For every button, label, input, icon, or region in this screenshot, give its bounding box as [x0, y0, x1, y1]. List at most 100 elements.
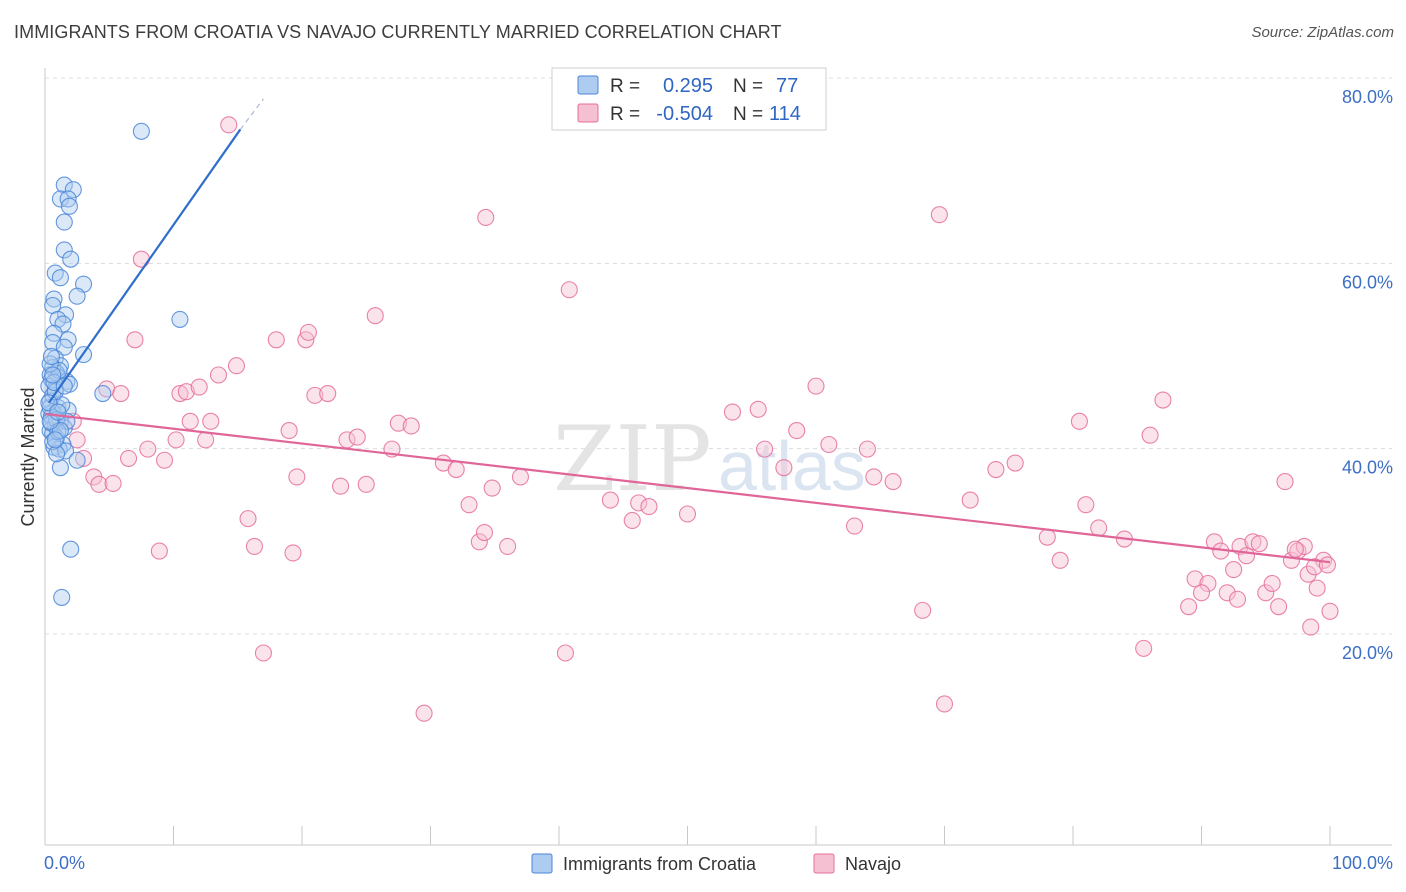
navajo-point — [267, 331, 285, 349]
navajo-point — [987, 460, 1005, 479]
navajo-point — [1321, 602, 1339, 620]
navajo-point — [1228, 590, 1247, 608]
croatia-point — [55, 338, 73, 356]
navajo-point — [723, 403, 742, 421]
axes — [44, 68, 1392, 846]
series-legend-swatch-navajo — [813, 853, 835, 874]
croatia-point — [55, 377, 73, 395]
navajo-point — [1038, 528, 1056, 546]
navajo-point — [254, 644, 273, 662]
croatia-point — [51, 269, 69, 287]
navajo-point — [845, 517, 864, 535]
navajo-point — [560, 281, 578, 299]
navajo-point — [1141, 426, 1159, 444]
navajo-point — [1244, 533, 1262, 551]
navajo-point — [177, 383, 195, 401]
y-tick-labels: 20.0% 40.0% 60.0% 80.0% — [1342, 87, 1393, 663]
legend-r-value-1: 0.295 — [663, 75, 713, 97]
navajo-point — [280, 422, 298, 440]
navajo-point — [601, 491, 619, 509]
navajo-point — [415, 704, 433, 722]
watermark-zip: ZIP — [553, 407, 712, 512]
navajo-point — [1225, 561, 1243, 579]
croatia-point — [54, 315, 72, 333]
navajo-point — [470, 533, 488, 551]
navajo-point — [623, 511, 641, 530]
legend-swatch-croatia — [577, 75, 599, 95]
legend-n-label-2: N = — [733, 104, 763, 125]
navajo-point — [331, 477, 350, 495]
navajo-point — [167, 431, 185, 449]
croatia-point — [55, 176, 73, 194]
navajo-point — [1192, 584, 1211, 602]
navajo-point — [1077, 496, 1095, 514]
y-tick-label: 60.0% — [1342, 272, 1393, 292]
navajo-point — [202, 412, 220, 430]
navajo-point — [630, 494, 648, 512]
navajo-point — [1318, 556, 1336, 574]
navajo-point — [499, 537, 517, 555]
chart-title: IMMIGRANTS FROM CROATIA VS NAVAJO CURREN… — [14, 22, 782, 42]
navajo-point — [678, 505, 697, 523]
navajo-point — [914, 601, 932, 619]
croatia-point — [64, 181, 82, 199]
navajo-point — [884, 473, 902, 491]
croatia-point — [44, 366, 62, 384]
navajo-point — [475, 523, 494, 542]
navajo-point — [171, 384, 189, 403]
navajo-point — [1218, 584, 1236, 602]
croatia-point — [55, 213, 73, 231]
navajo-point — [640, 498, 658, 516]
navajo-point — [227, 357, 246, 375]
navajo-point — [132, 250, 150, 268]
navajo-point — [865, 468, 883, 486]
navajo-point — [749, 400, 767, 418]
navajo-point — [460, 496, 478, 514]
navajo-point — [112, 384, 130, 403]
croatia-point — [68, 451, 86, 469]
navajo-point — [299, 323, 317, 341]
x-tick-label-min: 0.0% — [44, 853, 85, 873]
croatia-trend-line — [47, 128, 242, 404]
navajo-series — [64, 116, 1339, 722]
navajo-point — [756, 440, 774, 458]
series-legend: Immigrants from Croatia Navajo — [531, 853, 901, 874]
croatia-point — [171, 310, 189, 328]
navajo-point — [319, 384, 337, 403]
navajo-point — [788, 422, 806, 440]
navajo-point — [90, 475, 108, 493]
navajo-point — [139, 440, 157, 458]
trend-lines — [44, 98, 1331, 564]
navajo-point — [477, 208, 495, 227]
navajo-point — [1186, 570, 1204, 588]
croatia-point — [46, 431, 64, 449]
navajo-point — [366, 307, 384, 325]
source-label: Source: ZipAtlas.com — [1251, 24, 1394, 41]
croatia-point — [55, 241, 73, 259]
navajo-point — [1286, 540, 1304, 558]
navajo-point — [1006, 454, 1024, 472]
legend-r-label-2: R = — [610, 104, 640, 125]
navajo-point — [1070, 412, 1088, 430]
croatia-point — [49, 310, 67, 328]
y-axis-title: Currently Married — [18, 387, 38, 526]
navajo-point — [1270, 598, 1288, 616]
navajo-point — [775, 459, 793, 477]
navajo-trend-line — [44, 412, 1331, 564]
croatia-point — [53, 588, 71, 606]
croatia-point — [46, 264, 64, 282]
croatia-series — [40, 122, 189, 606]
croatia-point — [49, 403, 67, 421]
series-legend-swatch-croatia — [531, 853, 553, 874]
navajo-point — [483, 479, 501, 497]
navajo-point — [402, 417, 420, 435]
navajo-point — [288, 468, 306, 486]
navajo-point — [858, 440, 876, 458]
navajo-point — [348, 428, 366, 446]
croatia-point — [62, 540, 80, 558]
navajo-point — [1135, 639, 1153, 657]
navajo-point — [1180, 598, 1198, 616]
navajo-point — [1090, 519, 1108, 537]
navajo-point — [447, 460, 465, 479]
croatia-point — [60, 197, 78, 215]
